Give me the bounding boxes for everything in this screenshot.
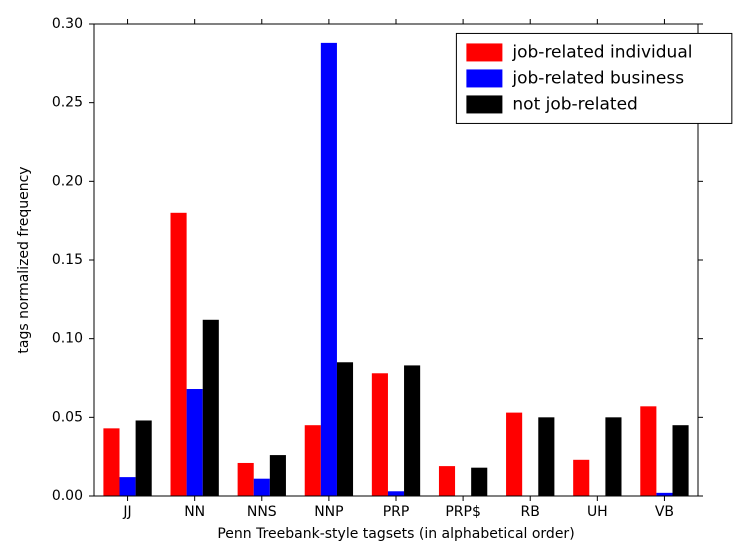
ytick-label: 0.25 [52,95,83,111]
bar-VB-2 [673,425,689,496]
bar-PRP$-2 [471,468,487,496]
bar-PRP-2 [404,365,420,496]
bar-NNP-1 [321,43,337,496]
bar-RB-0 [506,413,522,496]
bar-NN-0 [171,213,187,496]
bar-NNS-2 [270,455,286,496]
bar-JJ-2 [136,420,152,496]
bar-PRP-1 [388,491,404,496]
xtick-label: PRP$ [445,504,481,520]
ytick-label: 0.00 [52,488,83,504]
xtick-label: NNS [247,504,277,520]
xtick-label: PRP [383,504,410,520]
bar-UH-2 [605,417,621,496]
bar-PRP-0 [372,373,388,496]
ytick-label: 0.15 [52,252,83,268]
bar-NN-1 [187,389,203,496]
bar-PRP$-0 [439,466,455,496]
ytick-label: 0.30 [52,16,83,32]
bar-NNS-0 [238,463,254,496]
legend-label: job-related individual [511,42,692,62]
xtick-label: RB [521,504,540,520]
xtick-label: UH [587,504,608,520]
bar-UH-0 [573,460,589,496]
ytick-label: 0.10 [52,331,83,347]
legend-swatch [466,43,502,61]
bar-JJ-1 [120,477,136,496]
bar-RB-2 [538,417,554,496]
xtick-label: NNP [314,504,343,520]
chart-svg: 0.00 0.05 0.10 0.15 0.20 0.25 0.30 JJ NN NNS NNP PR… [0,0,751,558]
bar-NNP-2 [337,362,353,496]
legend-swatch [466,69,502,87]
bar-NNS-1 [254,479,270,496]
bar-VB-0 [640,406,656,496]
legend-label: job-related business [511,68,684,88]
bar-chart: 0.00 0.05 0.10 0.15 0.20 0.25 0.30 JJ NN NNS NNP PR… [0,0,751,558]
y-axis-label: tags normalized frequency [16,166,32,353]
xtick-label: NN [184,504,205,520]
legend-swatch [466,95,502,113]
ytick-label: 0.20 [52,173,83,189]
bar-JJ-0 [103,428,119,496]
x-axis-label: Penn Treebank-style tagsets (in alphabet… [217,526,574,542]
bar-NNP-0 [305,425,321,496]
xtick-label: VB [655,504,674,520]
bar-NN-2 [203,320,219,496]
legend-label: not job-related [512,94,637,114]
ytick-label: 0.05 [52,409,83,425]
xtick-label: JJ [122,504,131,520]
